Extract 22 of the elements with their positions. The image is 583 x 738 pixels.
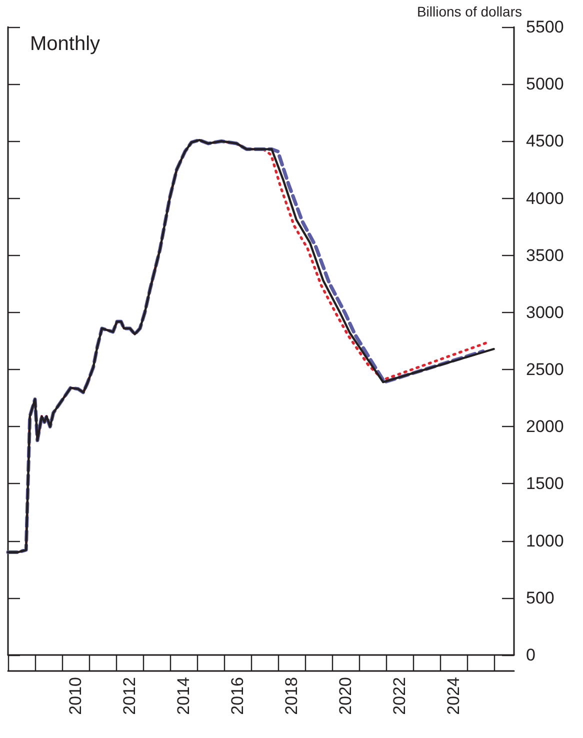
y-tick-label: 1500 [526,474,564,494]
y-tick-label: 5000 [526,74,564,94]
x-tick-label: 2014 [174,677,193,715]
y-tick-label: 3500 [526,246,564,265]
y-tick-label: 5500 [526,18,564,36]
y-tick-label: 4000 [526,188,564,208]
x-tick-label: 2024 [444,677,463,715]
y-tick-label: 4500 [526,132,564,151]
x-tick-label: 2018 [282,677,301,715]
annotation: Monthly [30,33,100,55]
y-tick-label: 500 [526,588,554,608]
y-tick-label: 1000 [526,531,564,550]
x-tick-label: 2016 [228,677,247,715]
y-axis-title: Billions of dollars [416,4,522,20]
y-tick-label: 0 [526,646,536,664]
x-tick-label: 2012 [120,677,139,715]
x-tick-label: 2020 [336,677,355,715]
y-tick-label: 2500 [526,360,564,380]
x-tick-label: 2022 [390,677,409,715]
y-tick-label: 3000 [526,302,564,322]
y-tick-label: 2000 [526,417,564,436]
x-tick-label: 2010 [66,677,85,715]
